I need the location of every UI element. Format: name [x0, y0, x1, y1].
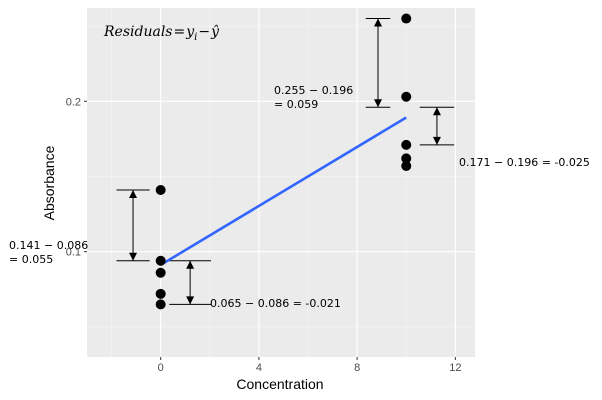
axis-ticks: 0 4 8 12 0.1 0.2	[66, 96, 462, 374]
residual-annotation	[365, 18, 391, 108]
arrowhead-icon	[186, 296, 195, 305]
residual-annotations: 0.255 − 0.196 = 0.059 0.171 − 0.196 = -0.0…	[9, 18, 590, 310]
x-axis-title: Concentration	[236, 376, 323, 392]
arrowhead-icon	[129, 252, 138, 261]
data-point	[155, 267, 166, 278]
major-gridlines	[87, 8, 475, 357]
data-point	[155, 288, 166, 299]
panel-background	[87, 8, 475, 357]
annotation-line: 0.141 − 0.086	[9, 239, 88, 252]
fit-line-layer	[160, 116, 407, 267]
data-point	[401, 153, 412, 164]
annotation-line: 0.065 − 0.086 = -0.021	[210, 297, 341, 310]
data-point	[401, 160, 412, 171]
x-tick-label: 8	[354, 362, 360, 374]
arrowhead-icon	[186, 260, 195, 269]
residual-annotation-text: 0.171 − 0.196 = -0.025	[459, 156, 590, 169]
residual-annotation	[419, 106, 455, 146]
data-point	[401, 139, 412, 150]
x-tick-label: 0	[158, 362, 164, 374]
residual-annotation-text: 0.255 − 0.196 = 0.059	[274, 84, 353, 111]
annotation-line: = 0.059	[274, 98, 318, 111]
data-point	[155, 255, 166, 266]
x-tick-label: 12	[449, 362, 461, 374]
formula-label: Residuals=yi−ŷ	[103, 23, 220, 43]
arrowhead-icon	[374, 99, 382, 108]
residual-annotation-text: 0.065 − 0.086 = -0.021	[210, 297, 341, 310]
arrowhead-icon	[374, 18, 382, 27]
residual-annotation-text: 0.141 − 0.086 = 0.055	[9, 239, 88, 266]
formula-residuals-word: Residuals	[103, 24, 172, 40]
arrowhead-icon	[432, 107, 441, 116]
formula-yhat: ŷ	[210, 23, 220, 40]
residual-annotation	[116, 189, 150, 262]
x-tick-label: 4	[256, 362, 262, 374]
y-tick-label: 0.1	[66, 247, 81, 259]
residual-annotation	[169, 260, 212, 305]
formula-subscript-i: i	[194, 32, 197, 43]
annotation-line: = 0.055	[9, 253, 53, 266]
fit-line	[160, 116, 407, 267]
arrowhead-icon	[432, 136, 441, 145]
data-point	[401, 91, 412, 102]
formula-y: y	[185, 24, 195, 40]
formula-minus: −	[198, 24, 210, 40]
y-tick-label: 0.2	[66, 96, 81, 108]
formula-equals: =	[173, 24, 185, 40]
annotation-line: 0.171 − 0.196 = -0.025	[459, 156, 590, 169]
minor-gridlines	[87, 8, 475, 357]
arrowhead-icon	[129, 190, 138, 199]
annotation-line: 0.255 − 0.196	[274, 84, 353, 97]
y-axis-title: Absorbance	[41, 145, 57, 220]
data-points	[155, 13, 412, 310]
data-point	[155, 185, 166, 196]
data-point	[401, 13, 412, 24]
data-point	[155, 299, 166, 310]
